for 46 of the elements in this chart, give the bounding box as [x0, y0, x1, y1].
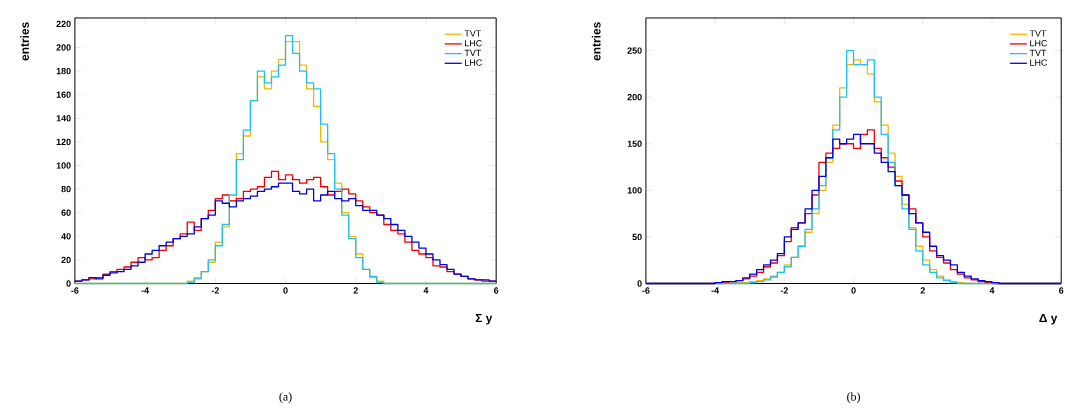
legend-label: LHC — [465, 59, 482, 66]
y-tick-label: 80 — [61, 185, 71, 193]
text: (b) — [847, 392, 860, 403]
y-tick-label: 180 — [56, 67, 71, 75]
text: (a) — [279, 392, 292, 403]
x-tick-label: 0 — [851, 287, 856, 294]
y-tick-label: 100 — [56, 162, 71, 169]
y-tick-label: 140 — [56, 114, 71, 122]
y-axis-title: entries — [591, 22, 601, 61]
legend-label: TVT — [1029, 49, 1047, 56]
legend-label: TVT — [1029, 30, 1047, 37]
y-tick-label: 20 — [61, 256, 71, 263]
x-tick-label: -2 — [780, 287, 788, 294]
y-tick-label: 150 — [627, 140, 642, 147]
y-tick-label: 0 — [66, 280, 71, 287]
x-tick-label: 4 — [423, 287, 429, 294]
x-tick-label: -4 — [711, 287, 720, 294]
y-tick-label: 220 — [56, 20, 71, 27]
x-tick-label: 2 — [353, 287, 358, 294]
y-tick-label: 250 — [627, 47, 642, 54]
y-tick-label: 120 — [56, 138, 71, 145]
y-tick-label: 50 — [632, 233, 642, 240]
y-tick-label: 60 — [61, 209, 71, 216]
legend-label: LHC — [465, 39, 482, 47]
y-axis-title: entries — [20, 22, 29, 61]
y-tick-label: 200 — [56, 44, 71, 51]
x-tick-label: 0 — [283, 287, 288, 294]
x-tick-label: -2 — [211, 287, 219, 294]
y-tick-label: 160 — [56, 91, 71, 98]
legend-label: TVT — [464, 49, 482, 56]
y-tick-label: 100 — [627, 187, 642, 194]
x-tick-label: -6 — [71, 287, 79, 294]
y-tick-label: 40 — [61, 232, 71, 240]
legend-label: TVT — [464, 30, 482, 37]
x-axis-title: Σ y — [475, 313, 493, 325]
legend-label: LHC — [1030, 39, 1048, 47]
y-tick-label: 200 — [627, 93, 642, 101]
x-tick-label: 2 — [920, 287, 925, 294]
x-tick-label: 6 — [1059, 287, 1064, 294]
x-axis-title: Δ y — [1039, 313, 1058, 325]
x-tick-label: 4 — [989, 287, 995, 294]
y-tick-label: 0 — [637, 280, 642, 287]
x-tick-label: -4 — [141, 287, 150, 294]
x-tick-label: -6 — [642, 287, 650, 294]
legend-label: LHC — [1030, 59, 1048, 66]
x-tick-label: 6 — [494, 287, 499, 294]
